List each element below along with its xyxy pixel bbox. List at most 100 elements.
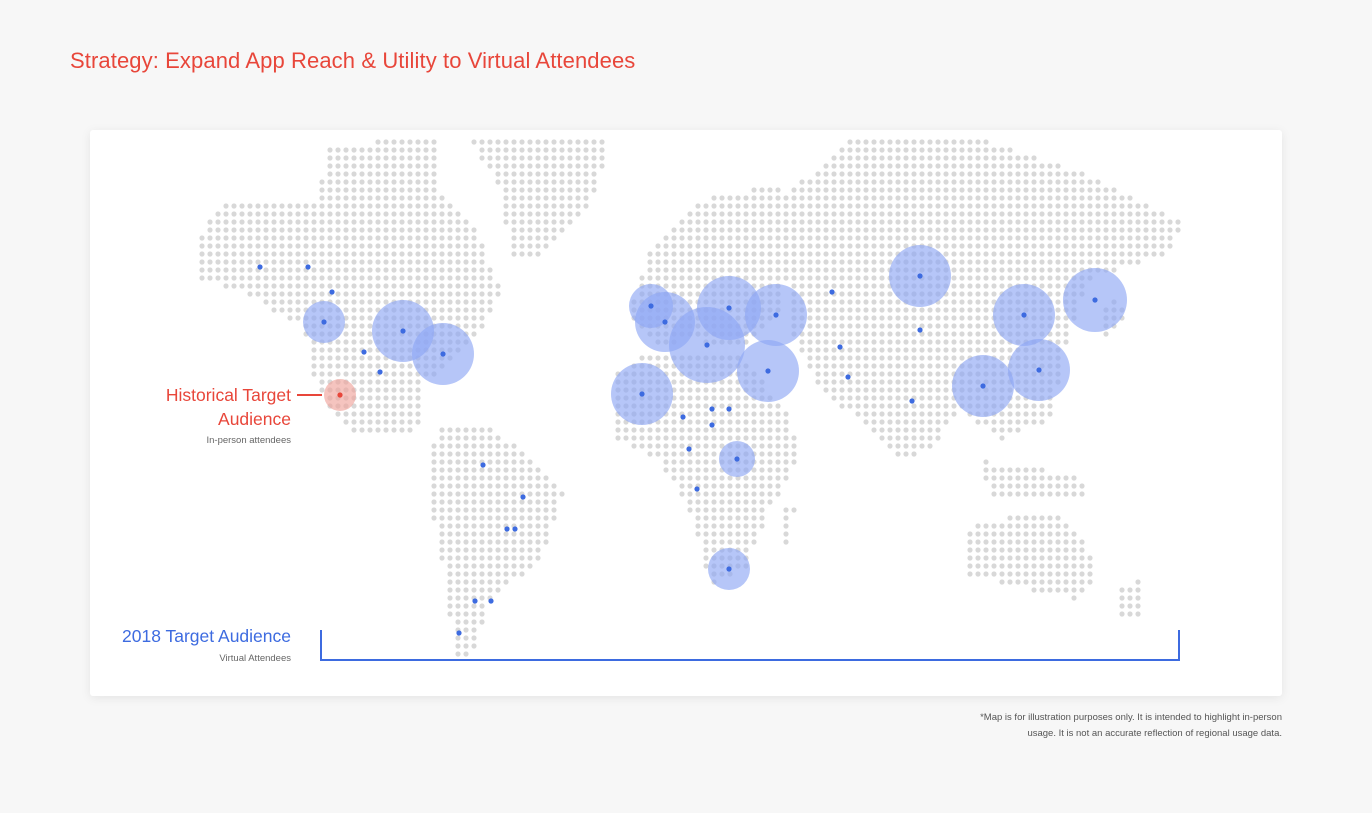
land-dot [319, 235, 325, 241]
land-dot [495, 507, 501, 513]
land-dot [983, 291, 989, 297]
land-dot [519, 251, 525, 257]
land-dot [1007, 219, 1013, 225]
land-dot [695, 435, 701, 441]
land-dot [367, 243, 373, 249]
land-dot [1007, 491, 1013, 497]
land-dot [895, 395, 901, 401]
historical-audience-point [337, 392, 343, 398]
land-dot [503, 203, 509, 209]
land-dot [807, 219, 813, 225]
land-dot [991, 339, 997, 345]
land-dot [815, 267, 821, 273]
land-dot [743, 483, 749, 489]
land-dot [831, 339, 837, 345]
land-dot [1039, 563, 1045, 569]
land-dot [1071, 547, 1077, 553]
land-dot [863, 139, 869, 145]
land-dot [703, 227, 709, 233]
land-dot [783, 243, 789, 249]
land-dot [1063, 339, 1069, 345]
land-dot [871, 427, 877, 433]
land-dot [943, 339, 949, 345]
land-dot [1047, 539, 1053, 545]
land-dot [631, 443, 637, 449]
land-dot [431, 499, 437, 505]
land-dot [375, 299, 381, 305]
land-dot [783, 427, 789, 433]
land-dot [695, 467, 701, 473]
land-dot [599, 147, 605, 153]
land-dot [999, 579, 1005, 585]
land-dot [927, 379, 933, 385]
land-dot [375, 195, 381, 201]
land-dot [319, 379, 325, 385]
land-dot [527, 459, 533, 465]
land-dot [583, 179, 589, 185]
land-dot [351, 147, 357, 153]
land-dot [759, 451, 765, 457]
land-dot [887, 227, 893, 233]
land-dot [743, 275, 749, 281]
land-dot [519, 227, 525, 233]
land-dot [695, 203, 701, 209]
land-dot [751, 187, 757, 193]
land-dot [1015, 195, 1021, 201]
land-dot [983, 259, 989, 265]
land-dot [471, 467, 477, 473]
land-dot [263, 275, 269, 281]
land-dot [503, 195, 509, 201]
land-dot [1007, 267, 1013, 273]
land-dot [271, 259, 277, 265]
land-dot [1167, 243, 1173, 249]
land-dot [367, 307, 373, 313]
land-dot [1047, 195, 1053, 201]
land-dot [759, 267, 765, 273]
land-dot [895, 419, 901, 425]
land-dot [1031, 515, 1037, 521]
land-dot [895, 203, 901, 209]
land-dot [415, 251, 421, 257]
land-dot [903, 387, 909, 393]
land-dot [487, 563, 493, 569]
land-dot [431, 475, 437, 481]
land-dot [407, 203, 413, 209]
land-dot [575, 147, 581, 153]
land-dot [895, 163, 901, 169]
land-dot [1087, 563, 1093, 569]
land-dot [679, 235, 685, 241]
land-dot [439, 267, 445, 273]
land-dot [367, 155, 373, 161]
land-dot [519, 219, 525, 225]
land-dot [815, 235, 821, 241]
land-dot [959, 299, 965, 305]
land-dot [463, 547, 469, 553]
land-dot [823, 179, 829, 185]
land-dot [1063, 171, 1069, 177]
land-dot [735, 411, 741, 417]
land-dot [887, 315, 893, 321]
land-dot [711, 251, 717, 257]
land-dot [783, 267, 789, 273]
land-dot [439, 427, 445, 433]
land-dot [479, 251, 485, 257]
land-dot [983, 475, 989, 481]
land-dot [767, 211, 773, 217]
land-dot [463, 459, 469, 465]
land-dot [903, 219, 909, 225]
land-dot [359, 299, 365, 305]
land-dot [543, 179, 549, 185]
virtual-audience-point [765, 368, 771, 374]
land-dot [879, 379, 885, 385]
land-dot [855, 395, 861, 401]
land-dot [759, 235, 765, 241]
land-dot [1071, 475, 1077, 481]
land-dot [1175, 219, 1181, 225]
land-dot [1039, 587, 1045, 593]
land-dot [671, 435, 677, 441]
land-dot [727, 515, 733, 521]
land-dot [1063, 483, 1069, 489]
land-dot [1023, 539, 1029, 545]
land-dot [383, 243, 389, 249]
land-dot [1007, 515, 1013, 521]
